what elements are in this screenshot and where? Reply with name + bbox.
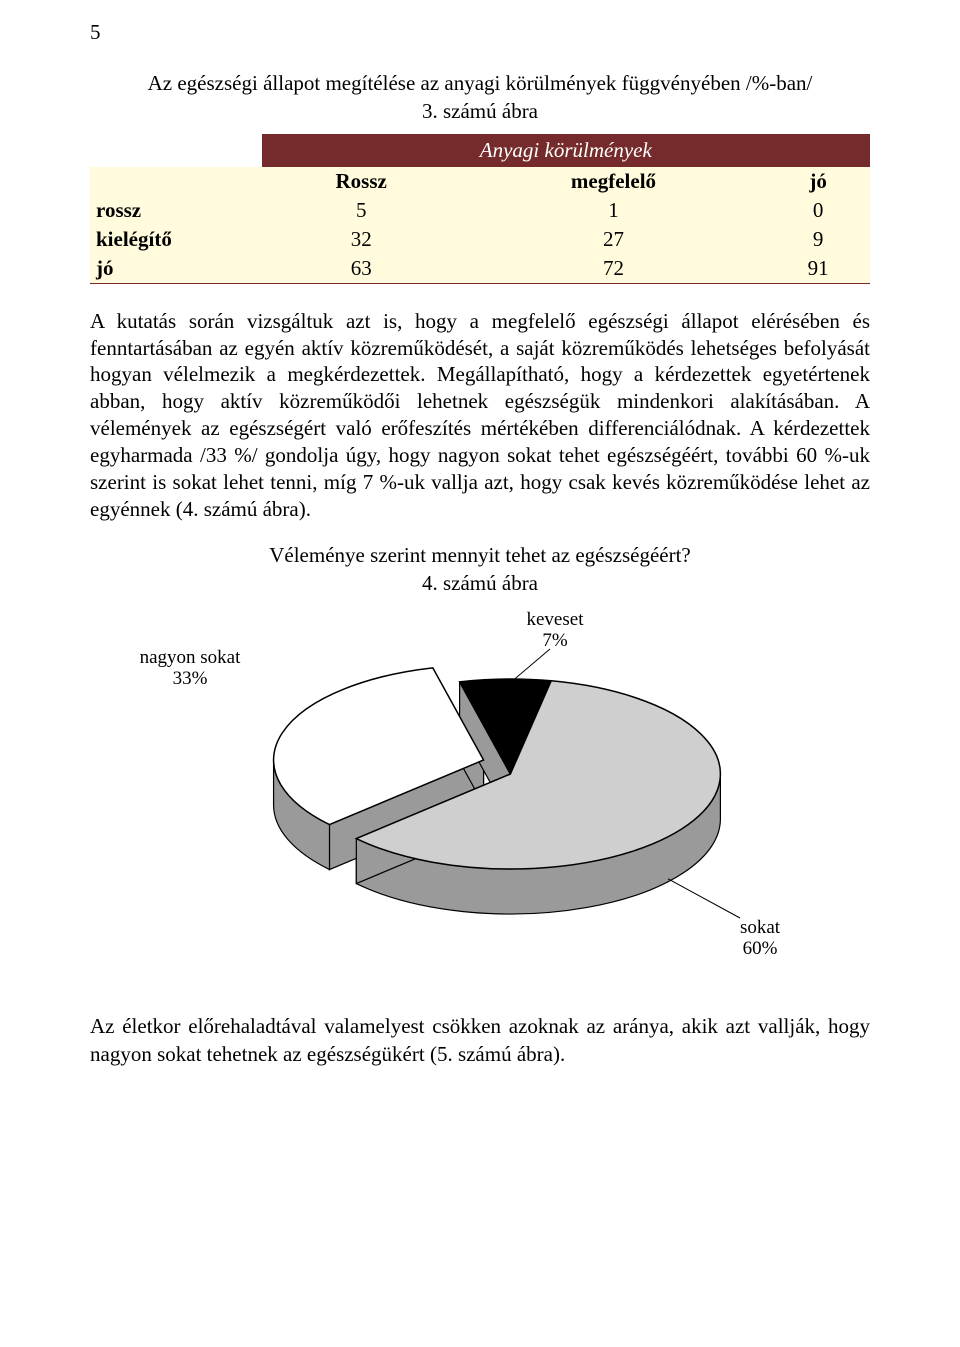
row-label: jó [90,254,262,284]
table-header-band: Anyagi körülmények [90,134,870,167]
cell: 5 [262,196,461,225]
figure-4-heading: Véleménye szerint mennyit tehet az egész… [90,541,870,598]
cell: 63 [262,254,461,284]
cell: 0 [766,196,870,225]
heading-line-2: 3. számú ábra [422,99,538,123]
svg-text:nagyon sokat: nagyon sokat [140,647,242,668]
body-paragraph: A kutatás során vizsgáltuk azt is, hogy … [90,308,870,523]
page-number: 5 [90,20,870,45]
page: 5 Az egészségi állapot megítélése az any… [0,0,960,1108]
svg-text:sokat: sokat [740,917,781,938]
svg-text:keveset: keveset [527,609,585,630]
table-column-headers: Rossz megfelelő jó [90,167,870,196]
pie-chart: keveset7% nagyon sokat33% sokat60% [100,603,860,983]
figure-3-heading: Az egészségi állapot megítélése az anyag… [90,69,870,126]
table-row: jó 63 72 91 [90,254,870,284]
row-label: kielégítő [90,225,262,254]
table-row: rossz 5 1 0 [90,196,870,225]
table-band-label: Anyagi körülmények [262,134,870,167]
col-header-1: megfelelő [461,167,766,196]
cell: 72 [461,254,766,284]
row-label: rossz [90,196,262,225]
cell: 91 [766,254,870,284]
cell: 27 [461,225,766,254]
svg-text:60%: 60% [743,938,778,959]
conditions-table: Anyagi körülmények Rossz megfelelő jó ro… [90,134,870,284]
cell: 9 [766,225,870,254]
pie-chart-container: keveset7% nagyon sokat33% sokat60% [90,603,870,983]
footer-paragraph: Az életkor előrehaladtával valamelyest c… [90,1013,870,1068]
table-row: kielégítő 32 27 9 [90,225,870,254]
chart-title-line-1: Véleménye szerint mennyit tehet az egész… [269,543,691,567]
heading-line-1: Az egészségi állapot megítélése az anyag… [148,71,813,95]
svg-text:33%: 33% [173,668,208,689]
svg-text:7%: 7% [542,630,568,651]
col-header-2: jó [766,167,870,196]
chart-title-line-2: 4. számú ábra [422,571,538,595]
cell: 1 [461,196,766,225]
col-header-0: Rossz [262,167,461,196]
cell: 32 [262,225,461,254]
